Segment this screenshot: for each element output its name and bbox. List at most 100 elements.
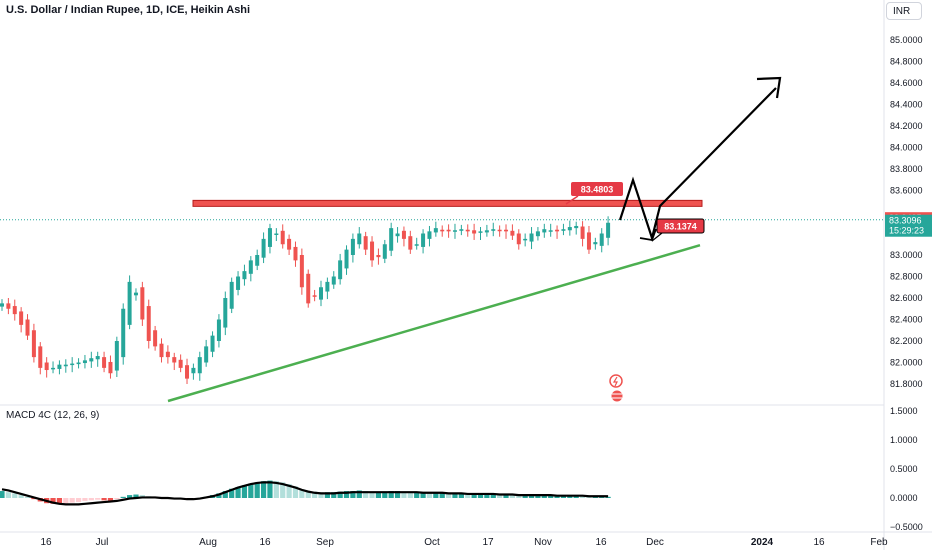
time-tick-label: 16 (259, 537, 271, 548)
candle-body (223, 298, 228, 328)
candle-body (452, 230, 457, 232)
candle-body (491, 229, 496, 231)
macd-histogram-bar (318, 492, 324, 498)
candle-body (216, 319, 221, 341)
candle-body (319, 287, 323, 300)
macd-histogram-bar (0, 491, 5, 498)
macd-histogram-bar (407, 492, 413, 498)
candles-layer[interactable] (0, 216, 611, 384)
candle-body (446, 229, 451, 232)
candle-body (382, 244, 387, 259)
macd-axis[interactable]: 1.5000 1.0000 0.5000 0.0000 −0.5000 (890, 406, 923, 532)
macd-histogram-bar (69, 498, 75, 503)
macd-histogram-bar (273, 481, 279, 498)
candle-body (121, 308, 126, 358)
time-tick-label: 16 (813, 537, 825, 548)
candle-body (44, 362, 49, 371)
candle-body (465, 229, 470, 232)
macd-histogram-bar (292, 486, 299, 498)
price-tick-label: 83.6000 (890, 186, 923, 196)
candle-body (172, 357, 177, 363)
macd-histogram-bar (452, 493, 458, 498)
macd-histogram-bar (388, 491, 394, 498)
support-callout[interactable]: 83.1374 (651, 218, 705, 242)
price-tick-label: 82.8000 (890, 272, 923, 282)
macd-histogram-bar (18, 495, 24, 498)
macd-histogram-bar (82, 498, 88, 501)
macd-histogram-bar (101, 498, 107, 501)
candle-body (510, 230, 515, 236)
last-price-tag: 83.3096 (889, 216, 922, 226)
macd-histogram-bar (88, 498, 94, 501)
macd-histogram-bar (235, 486, 241, 498)
candle-body (274, 233, 279, 235)
candle-body (599, 233, 604, 246)
candle-body (331, 276, 336, 285)
candle-body (548, 230, 553, 232)
macd-histogram-bar (605, 496, 611, 498)
price-axis[interactable]: 85.0000 84.8000 84.6000 84.4000 84.2000 84.00… (890, 35, 923, 389)
macd-histogram-bar (107, 498, 114, 501)
candle-body (267, 228, 272, 247)
resistance-callout-pointer (565, 195, 579, 205)
macd-histogram-bar (484, 493, 490, 498)
macd-histogram-bar (267, 480, 273, 498)
resistance-callout[interactable]: 83.4803 (565, 182, 623, 205)
candle-body (102, 357, 107, 368)
candle-body (325, 281, 330, 292)
macd-tick-label: 0.0000 (890, 493, 918, 503)
macd-histogram-bar (260, 481, 267, 498)
candle-body (389, 228, 394, 251)
macd-histogram-bar (382, 491, 388, 498)
support-trendline (167, 244, 701, 403)
macd-histogram-bar (490, 493, 496, 498)
candle-body (535, 231, 540, 237)
currency-button[interactable]: INR (886, 2, 922, 20)
candle-body (497, 229, 502, 232)
countdown-tag: 15:29:23 (889, 226, 924, 236)
macd-histogram-bar (465, 493, 471, 498)
macd-histogram-bar (280, 482, 286, 498)
candle-body (210, 335, 215, 352)
macd-histogram-bar (586, 496, 592, 498)
candle-body (504, 229, 509, 232)
macd-histogram-bar (567, 495, 573, 498)
macd-tick-label: −0.5000 (890, 522, 923, 532)
candle-body (440, 229, 445, 232)
macd-indicator-label[interactable]: MACD 4C (12, 26, 9) (6, 410, 100, 421)
candle-body (63, 364, 68, 367)
candle-body (299, 255, 304, 288)
macd-histogram-bar (548, 495, 554, 498)
macd-histogram-bar (356, 490, 362, 498)
price-tick-label: 84.4000 (890, 100, 923, 110)
candle-body (108, 361, 113, 374)
price-tick-label: 82.2000 (890, 336, 923, 346)
support-callout-pointer (651, 232, 663, 242)
projection-arrow-line (618, 87, 777, 242)
candle-body (133, 292, 138, 296)
time-tick-label: 2024 (751, 537, 774, 548)
dividend-event-icon[interactable] (609, 374, 623, 388)
macd-histogram-bar (216, 493, 222, 498)
macd-histogram-bar (312, 491, 318, 498)
candle-body (19, 311, 24, 325)
time-axis[interactable]: 16 Jul Aug 16 Sep Oct 17 Nov 16 Dec 2024 16 Feb (40, 537, 888, 548)
macd-histogram-bar (509, 495, 515, 498)
candle-body (350, 238, 355, 255)
macd-histogram-bar (222, 491, 228, 498)
economic-event-icon[interactable] (610, 389, 624, 403)
event-icons[interactable] (609, 374, 624, 403)
macd-histogram-bar (5, 492, 11, 498)
macd-histogram-bar (446, 493, 452, 498)
candle-body (376, 255, 381, 258)
time-tick-label: 16 (595, 537, 607, 548)
candle-body (242, 271, 247, 280)
candle-body (401, 230, 406, 239)
candle-body (178, 359, 183, 368)
candle-body (255, 255, 260, 266)
macd-histogram-bar (599, 496, 605, 498)
price-tick-label: 84.6000 (890, 78, 923, 88)
drawings-layer[interactable]: 83.4803 83.1374 (167, 76, 782, 403)
macd-histogram-bar (229, 488, 235, 498)
